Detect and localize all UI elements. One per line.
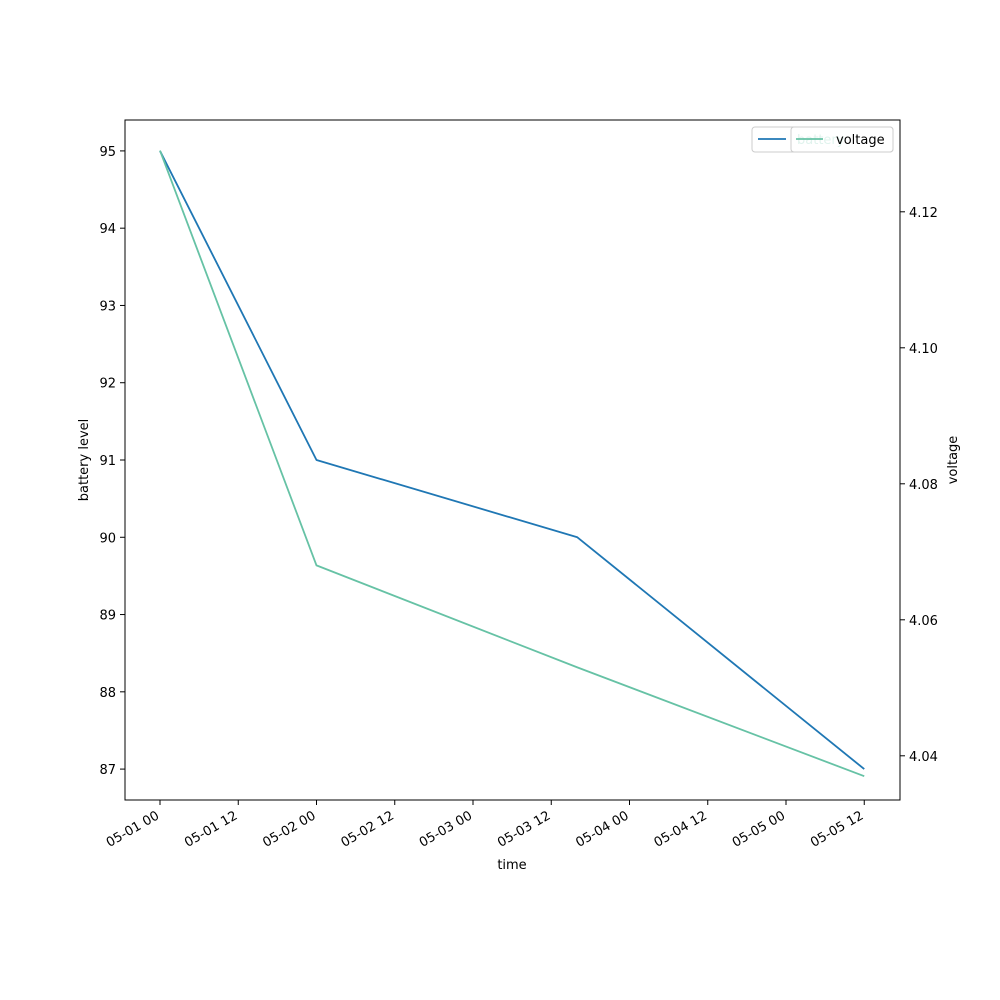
x-tick-label: 05-04 00 <box>573 808 631 850</box>
y-tick-label: 93 <box>99 299 116 314</box>
x-tick-label: 05-02 12 <box>339 808 397 850</box>
x-tick-label: 05-03 12 <box>495 808 553 850</box>
series-line-battery <box>159 150 865 770</box>
y2-tick-label: 4.08 <box>909 478 938 493</box>
x-tick-label: 05-01 00 <box>104 808 162 850</box>
series-line-voltage <box>159 150 865 778</box>
plot-frame <box>124 119 901 801</box>
x-tick-label: 05-02 00 <box>260 808 318 850</box>
y2-tick-label: 4.12 <box>909 206 938 221</box>
y-tick-label: 88 <box>99 686 116 701</box>
x-axis: 05-01 00 05-01 12 05-02 00 05-02 12 05-03 00… <box>104 800 866 851</box>
y-tick-label: 91 <box>99 454 116 469</box>
y-tick-label: 89 <box>99 609 116 624</box>
x-tick-label: 05-04 12 <box>652 808 710 850</box>
x-tick-label: 05-05 00 <box>730 808 788 850</box>
legend-voltage-label: voltage <box>836 133 885 148</box>
y-tick-label: 94 <box>99 222 116 237</box>
y2-tick-label: 4.04 <box>909 750 938 765</box>
y-tick-label: 92 <box>99 377 116 392</box>
legend-battery-box <box>790 126 894 153</box>
y-tick-label: 87 <box>99 763 116 778</box>
series-lines <box>159 150 865 778</box>
x-tick-label: 05-01 12 <box>182 808 240 850</box>
legend-battery: battery voltage <box>790 126 894 153</box>
y-axis-left: 87 88 89 90 91 92 93 94 95 <box>99 145 125 778</box>
y2-tick-label: 4.10 <box>909 342 938 357</box>
x-tick-label: 05-05 12 <box>808 808 866 850</box>
y-axis-right: 4.04 4.06 4.08 4.10 4.12 <box>900 206 938 765</box>
y-tick-label: 90 <box>99 531 116 546</box>
y2-axis-label: voltage <box>946 436 961 485</box>
x-tick-label: 05-03 00 <box>417 808 475 850</box>
x-axis-label: time <box>497 858 526 873</box>
y-tick-label: 95 <box>99 145 116 160</box>
y-axis-label: battery level <box>77 419 92 502</box>
y2-tick-label: 4.06 <box>909 614 938 629</box>
